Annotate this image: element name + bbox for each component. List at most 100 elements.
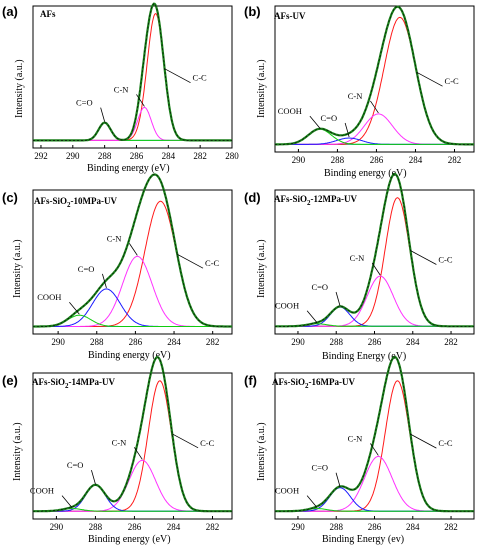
peak-cc-line — [33, 200, 232, 327]
peak-annotation: C=O — [78, 264, 95, 274]
annotation-arrow — [371, 262, 381, 276]
x-tick-label: 284 — [167, 337, 181, 347]
xps-panel-f: (f) AFs-SiO2-16MPa-UV Intensity (a.u.) B… — [242, 355, 483, 550]
annotation-arrow — [91, 469, 96, 485]
peak-cn-line — [275, 455, 474, 512]
y-axis-label: Intensity (a.u.) — [12, 239, 23, 298]
peak-annotation: C=O — [321, 113, 338, 123]
peak-annotation: COOH — [275, 486, 299, 496]
peak-annotation: C=O — [311, 463, 328, 473]
peak-annotation: C-C — [438, 255, 453, 265]
x-tick-label: 288 — [331, 155, 345, 165]
xps-panel-c: (c) AFs-SiO2-10MPa-UV Intensity (a.u.) B… — [0, 173, 241, 367]
x-tick-label: 284 — [162, 151, 176, 161]
annotation-arrow — [164, 68, 191, 84]
annotation-arrow — [102, 273, 107, 289]
x-tick-label: 286 — [128, 522, 142, 532]
x-tick-label: 290 — [51, 337, 65, 347]
x-tick-label: 282 — [193, 151, 207, 161]
annotation-arrow — [306, 495, 318, 508]
annotation-arrow — [335, 472, 341, 487]
peak-co-line — [275, 306, 474, 327]
xps-plot: 290 288 286 284 282 C-C C-N C=O COOH — [274, 172, 475, 347]
x-tick-label: 282 — [206, 337, 220, 347]
panel-label: (e) — [2, 373, 18, 388]
peak-annotation: C-N — [348, 91, 363, 101]
annotation-arrow — [335, 291, 341, 307]
y-axis-label: Intensity (a.u.) — [256, 239, 267, 298]
panel-title: AFs-SiO2-12MPa-UV — [274, 194, 358, 207]
annotation-arrow — [176, 253, 204, 269]
y-axis-label: Intensity (a.u.) — [256, 422, 267, 481]
peak-annotation: C=O — [311, 282, 328, 292]
x-tick-label: 290 — [291, 337, 305, 347]
peak-annotation: C-C — [200, 438, 215, 448]
panel-title: AFs-SiO2-14MPa-UV — [32, 377, 116, 390]
peak-annotation: C-C — [193, 73, 208, 83]
annotation-arrow — [344, 122, 350, 138]
x-tick-label: 284 — [409, 155, 423, 165]
x-tick-label: 288 — [89, 522, 103, 532]
x-tick-label: 286 — [130, 151, 144, 161]
panel-title: AFs — [40, 9, 56, 19]
plot-frame — [32, 372, 233, 520]
panel-title: AFs-SiO2-16MPa-UV — [272, 377, 356, 390]
annotation-arrow — [309, 115, 321, 129]
x-tick-label: 290 — [292, 155, 306, 165]
x-tick-label: 284 — [406, 337, 420, 347]
peak-cn-line — [275, 113, 474, 145]
xps-plot: 290 288 286 284 282 C-C C-N C=O COOH — [274, 355, 475, 532]
raw-data-line — [275, 356, 474, 512]
x-axis-label: Binding Energy (ev) — [322, 534, 405, 545]
xps-plot: 290 288 286 284 282 C-C C-N C=O COOH — [30, 356, 233, 532]
raw-data-line — [33, 3, 232, 141]
raw-data-line — [275, 173, 474, 327]
xps-panel-a: (a) AFs Intensity (a.u.) Binding energy … — [0, 0, 241, 183]
x-tick-label: 284 — [167, 522, 181, 532]
x-tick-label: 288 — [329, 522, 343, 532]
annotation-arrow — [128, 243, 138, 256]
x-tick-label: 290 — [66, 151, 80, 161]
peak-annotation: COOH — [278, 106, 302, 116]
x-tick-label: 286 — [370, 155, 384, 165]
x-tick-label: 282 — [444, 337, 458, 347]
peak-annotation: COOH — [30, 486, 54, 496]
annotation-arrow — [410, 250, 437, 265]
x-tick-label: 290 — [291, 522, 305, 532]
raw-data-line — [275, 6, 474, 145]
x-axis-label: Binding Energy (eV) — [322, 351, 407, 362]
xps-plot: 292 290 288 286 284 282 280 C-C C-N C=O — [32, 2, 239, 161]
peak-annotation: COOH — [37, 292, 61, 302]
peak-annotation: C-C — [205, 258, 220, 268]
annotation-arrow — [171, 433, 199, 449]
peak-annotation: C-N — [112, 437, 127, 447]
raw-data-line — [33, 174, 232, 327]
xps-panel-e: (e) AFs-SiO2-14MPa-UV Intensity (a.u.) B… — [0, 356, 241, 550]
y-axis-label: Intensity (a.u.) — [14, 59, 25, 118]
peak-annotation: COOH — [275, 301, 299, 311]
annotation-arrow — [136, 94, 145, 107]
x-axis-label: Binding energy (eV) — [324, 168, 407, 179]
xps-plot: 290 288 286 284 282 C-C C-N C=O COOH — [32, 173, 233, 347]
x-axis-label: Binding energy (eV) — [87, 163, 170, 174]
x-tick-label: 286 — [129, 337, 143, 347]
annotation-arrow — [133, 447, 143, 460]
annotation-arrow — [61, 495, 73, 508]
x-tick-label: 284 — [406, 522, 420, 532]
plot-frame — [274, 5, 475, 153]
peak-annotation: C-C — [445, 76, 460, 86]
annotation-arrow — [416, 71, 443, 87]
peak-annotation: C-C — [438, 438, 453, 448]
peak-annotation: C-N — [114, 84, 129, 94]
xps-panel-b: (b) AFs-UV Intensity (a.u.) Binding ener… — [242, 0, 483, 183]
x-tick-label: 286 — [368, 337, 382, 347]
x-tick-label: 286 — [368, 522, 382, 532]
annotation-arrow — [306, 310, 318, 323]
peak-cn-line — [33, 255, 232, 327]
x-tick-label: 290 — [50, 522, 64, 532]
annotation-arrow — [370, 100, 379, 114]
panel-label: (c) — [2, 190, 18, 205]
peak-annotation: C=O — [67, 460, 84, 470]
peak-co-line — [33, 484, 232, 512]
panel-title: AFs-UV — [274, 11, 306, 21]
